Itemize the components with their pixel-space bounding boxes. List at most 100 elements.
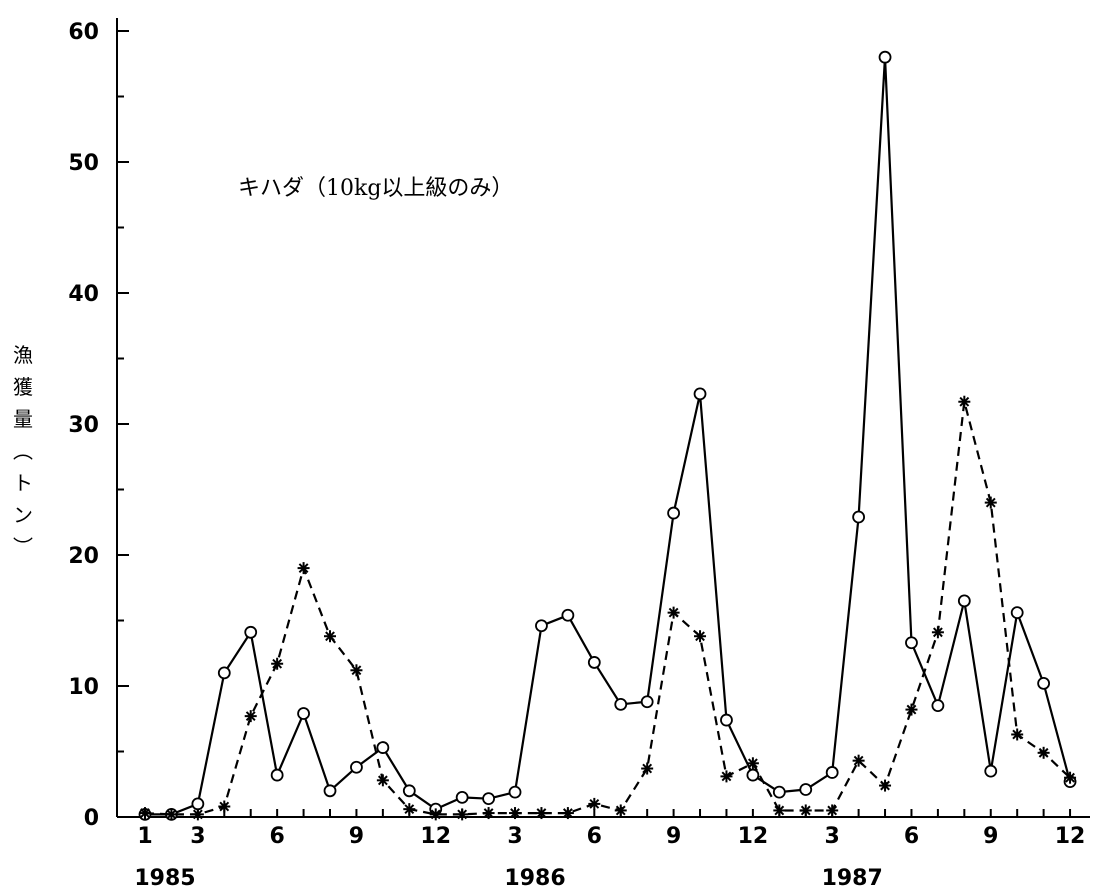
series-1-point xyxy=(217,666,231,680)
y-ticks: 0 10 20 30 40 50 60 xyxy=(68,20,129,831)
series-1-point xyxy=(270,768,284,782)
x-tick-label: 6 xyxy=(587,824,602,849)
series-2-point xyxy=(139,807,151,820)
series-1-point xyxy=(825,766,839,779)
series-1-point xyxy=(667,506,680,520)
series-2-point xyxy=(614,804,627,817)
series-1-point xyxy=(720,713,733,727)
y-axis-label-char: 漁 xyxy=(13,343,33,367)
series-1-point xyxy=(508,785,522,799)
y-axis-label: 漁獲量 ︵ トン ︶ xyxy=(8,345,38,569)
chart-annotation: キハダ（10kg以上級のみ） xyxy=(238,176,514,201)
series-2-point xyxy=(588,797,601,810)
series-1-point xyxy=(350,760,363,774)
x-tick-label: 6 xyxy=(904,824,919,849)
series-2-line xyxy=(144,401,1071,816)
series-2-point xyxy=(350,664,363,677)
series-1-point xyxy=(852,510,866,524)
series-2-point xyxy=(456,808,469,821)
y-axis-label-char: ︵ xyxy=(13,439,33,463)
series-2-point xyxy=(641,762,654,775)
series-1-point xyxy=(957,594,971,608)
series-2-point xyxy=(403,803,416,816)
series-2-point xyxy=(218,800,231,813)
x-tick-label: 3 xyxy=(507,824,522,849)
series-2-point xyxy=(165,808,178,821)
series-1-point xyxy=(323,784,337,798)
series-2-point xyxy=(852,754,865,767)
series-2-point xyxy=(958,395,971,408)
series-group xyxy=(138,50,1077,821)
x-tick-label: 9 xyxy=(983,824,998,849)
year-label: 1986 xyxy=(504,866,565,891)
year-label: 1987 xyxy=(822,866,883,891)
series-1-point xyxy=(587,656,601,669)
y-tick-label: 60 xyxy=(68,20,99,45)
series-1-point xyxy=(746,768,760,782)
series-1-point xyxy=(984,764,998,778)
axes xyxy=(116,18,1090,818)
series-1-point xyxy=(535,619,548,633)
series-1-point xyxy=(772,785,786,799)
series-2-point xyxy=(482,807,495,820)
series-2-point xyxy=(271,657,284,670)
series-1-point xyxy=(693,387,707,401)
series-2-point xyxy=(905,703,918,716)
series-2-point xyxy=(931,626,944,639)
series-1-point xyxy=(482,792,495,806)
y-tick-label: 30 xyxy=(68,413,99,438)
x-tick-label: 9 xyxy=(666,824,681,849)
series-2-point xyxy=(799,804,812,817)
x-tick-label: 6 xyxy=(269,824,284,849)
series-2-point xyxy=(429,808,442,821)
x-tick-label: 1 xyxy=(137,824,152,849)
y-axis-label-char: 量 xyxy=(13,407,33,431)
series-1-point xyxy=(905,636,918,650)
x-tick-label: 3 xyxy=(190,824,205,849)
series-2-point xyxy=(1064,771,1077,784)
y-tick-label: 10 xyxy=(68,675,99,700)
y-axis-label-char: ン xyxy=(13,503,33,527)
y-tick-label: 0 xyxy=(84,806,99,831)
series-2-point xyxy=(746,757,759,770)
series-2-point xyxy=(324,630,337,643)
series-2-point xyxy=(826,804,839,817)
series-2-point xyxy=(1037,746,1050,759)
series-2-point xyxy=(297,562,310,575)
y-tick-label: 20 xyxy=(68,544,99,569)
series-1-point xyxy=(561,608,575,622)
series-2-point xyxy=(984,496,997,509)
series-1-point xyxy=(640,695,654,709)
series-2-point xyxy=(773,804,786,817)
series-1-point xyxy=(1037,676,1051,690)
series-1-point xyxy=(799,783,813,796)
year-label: 1985 xyxy=(134,866,195,891)
x-tick-label: 12 xyxy=(738,824,769,849)
y-axis-label-char: 獲 xyxy=(13,375,33,399)
series-1-point xyxy=(455,790,469,804)
series-1-point xyxy=(191,797,205,811)
series-1-point xyxy=(244,625,258,639)
series-1-point xyxy=(376,741,390,754)
series-2-point xyxy=(509,807,522,820)
series-2-point xyxy=(244,710,257,723)
series-2-point xyxy=(720,770,733,783)
series-2-point xyxy=(1011,728,1024,741)
y-axis-label-char: ︶ xyxy=(13,535,33,559)
y-tick-label: 50 xyxy=(68,151,99,176)
series-2-point xyxy=(694,630,707,643)
series-2-point xyxy=(561,807,574,820)
series-2-point xyxy=(376,774,389,787)
y-axis-label-char: ト xyxy=(13,471,33,495)
series-2-point xyxy=(535,807,548,820)
series-1-point xyxy=(297,707,310,720)
series-2-point xyxy=(667,606,680,619)
series-2-point xyxy=(879,779,892,792)
series-1-line xyxy=(145,57,1072,816)
x-tick-label: 9 xyxy=(349,824,364,849)
series-1-point xyxy=(1010,606,1024,620)
series-1-point xyxy=(931,699,945,713)
x-ticks: 1 3 6 9 12 3 6 9 12 3 6 9 12 1985 1986 1987 xyxy=(134,809,1085,891)
series-1-point xyxy=(402,784,416,798)
